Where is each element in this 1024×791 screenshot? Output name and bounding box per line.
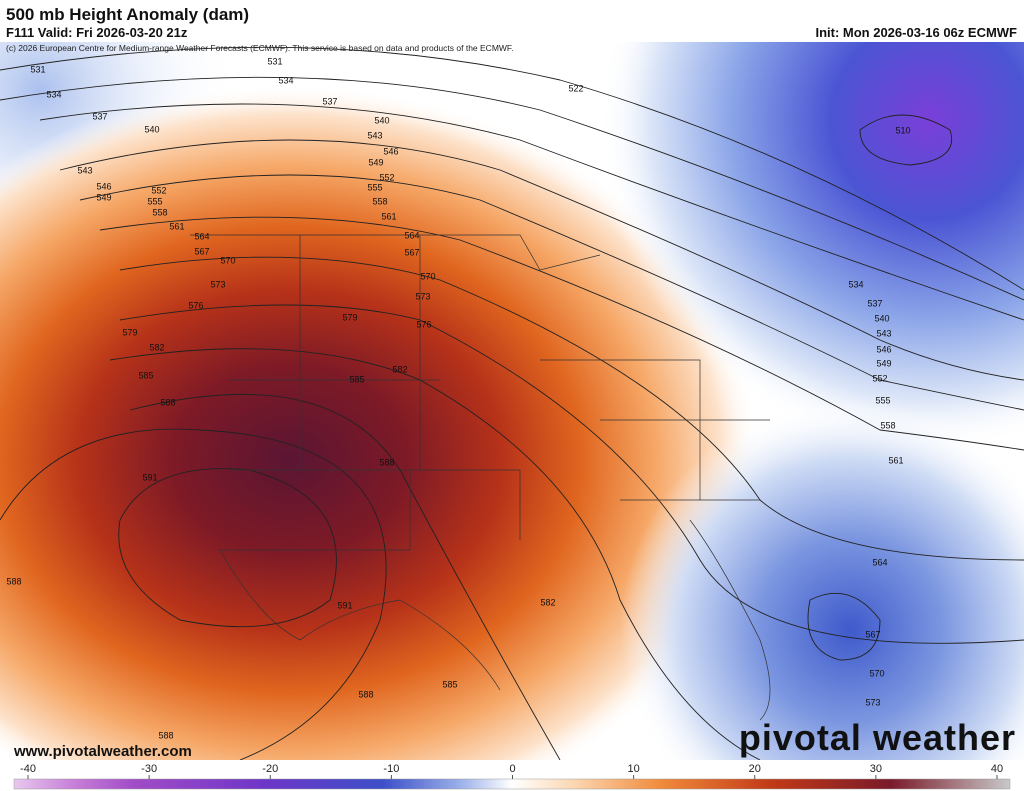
contour-label: 537	[867, 298, 882, 308]
colorbar-tick-label: -10	[383, 763, 399, 775]
contour-label: 549	[368, 157, 383, 167]
contour-label: 561	[888, 455, 903, 465]
colorbar-tick-label: 10	[628, 763, 640, 775]
contour-label: 555	[367, 182, 382, 192]
contour-label: 546	[96, 181, 111, 191]
contour-label: 522	[568, 83, 583, 93]
contour-label: 534	[848, 279, 863, 289]
contour-label: 558	[152, 207, 167, 217]
contour-label: 582	[149, 342, 164, 352]
contour-label: 585	[349, 374, 364, 384]
colorbar-tick-label: -40	[20, 763, 36, 775]
contour-label: 585	[442, 679, 457, 689]
contour-label: 564	[872, 557, 887, 567]
contour-label: 579	[122, 327, 137, 337]
contour-label: 582	[392, 364, 407, 374]
contour-label: 510	[895, 125, 910, 135]
political-borders	[190, 234, 771, 721]
colorbar	[13, 778, 1011, 790]
contour-label: 579	[342, 312, 357, 322]
copyright: (c) 2026 European Centre for Medium-rang…	[6, 43, 514, 53]
contour-label: 591	[337, 600, 352, 610]
contour-label: 543	[77, 165, 92, 175]
contour-label: 540	[874, 313, 889, 323]
colorbar-tick-label: 40	[991, 763, 1003, 775]
colorbar-tick-label: 30	[870, 763, 882, 775]
map	[0, 42, 1024, 760]
contour-label: 546	[876, 344, 891, 354]
contour-label: 531	[267, 56, 282, 66]
contour-label: 564	[194, 231, 209, 241]
contour-label: 567	[404, 247, 419, 257]
contour-label: 582	[540, 597, 555, 607]
contour-label: 561	[381, 211, 396, 221]
website: www.pivotalweather.com	[13, 743, 192, 760]
contour-label: 588	[158, 730, 173, 740]
valid-time: F111 Valid: Fri 2026-03-20 21z	[6, 25, 188, 40]
contour-label: 588	[6, 576, 21, 586]
contour-label: 591	[142, 472, 157, 482]
contour-label: 573	[415, 291, 430, 301]
contour-label: 552	[872, 373, 887, 383]
contour-label: 543	[876, 328, 891, 338]
colorbar-tick-label: -30	[141, 763, 157, 775]
contour-label: 588	[358, 689, 373, 699]
contour-label: 567	[865, 629, 880, 639]
contour-label: 588	[379, 457, 394, 467]
contour-label: 552	[151, 185, 166, 195]
contour-label: 558	[880, 420, 895, 430]
contour-label: 534	[46, 89, 61, 99]
contour-labels: 5315345375405435465495525555585615645675…	[6, 56, 910, 740]
init-time: Init: Mon 2026-03-16 06z ECMWF	[815, 25, 1017, 40]
contour-label: 570	[420, 271, 435, 281]
colorbar-ticks: -40 -30 -20 -10 0 10 20 30 40	[20, 763, 1003, 779]
colorbar-tick-label: -20	[262, 763, 278, 775]
contour-label: 558	[372, 196, 387, 206]
contour-label: 570	[220, 255, 235, 265]
contour-label: 588	[160, 397, 175, 407]
contour-label: 537	[322, 96, 337, 106]
contour-label: 552	[379, 172, 394, 182]
contour-label: 543	[367, 130, 382, 140]
title: 500 mb Height Anomaly (dam)	[6, 5, 249, 24]
contour-label: 534	[278, 75, 293, 85]
contour-label: 564	[404, 230, 419, 240]
contour-label: 570	[869, 668, 884, 678]
contour-label: 546	[383, 146, 398, 156]
contour-label: 555	[875, 395, 890, 405]
contour-label: 576	[416, 319, 431, 329]
colorbar-tick-label: 0	[509, 763, 515, 775]
anomaly-shading	[0, 42, 1024, 760]
contour-label: 561	[169, 221, 184, 231]
contour-label: 573	[210, 279, 225, 289]
contour-label: 549	[876, 358, 891, 368]
contour-label: 540	[144, 124, 159, 134]
logo: pivotal weather	[739, 717, 1016, 758]
contour-label: 573	[865, 697, 880, 707]
colorbar-tick-label: 20	[749, 763, 761, 775]
contour-label: 537	[92, 111, 107, 121]
contour-label: 531	[30, 64, 45, 74]
contour-label: 576	[188, 300, 203, 310]
contour-label: 549	[96, 192, 111, 202]
contour-label: 567	[194, 246, 209, 256]
contour-label: 540	[374, 115, 389, 125]
height-contours	[0, 46, 1024, 760]
contour-label: 585	[138, 370, 153, 380]
contour-label: 555	[147, 196, 162, 206]
